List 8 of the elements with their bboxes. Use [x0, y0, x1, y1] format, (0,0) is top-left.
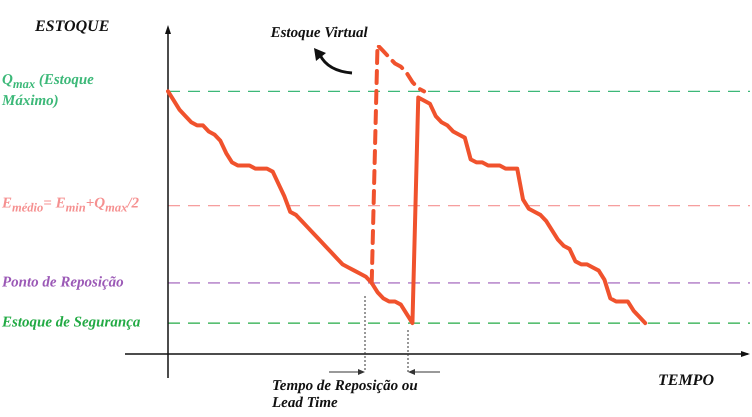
series-label: Estoque Virtual — [270, 25, 368, 42]
ref-line-label: E$_{médio}$= E$_{min}$+Q$_{max}$/2 — [2, 195, 140, 216]
text: Tempo de Reposição ou Lead Time — [272, 378, 419, 412]
ref-line-label: Estoque de Segurança — [2, 314, 142, 332]
y-axis-title: ESTOQUE — [35, 18, 110, 35]
ref-line-label: Q$_{max}$ (Estoque Máximo) — [2, 72, 95, 110]
ref-line-label: Ponto de Reposição — [2, 274, 125, 292]
x-axis-title: TEMPO — [658, 372, 714, 389]
